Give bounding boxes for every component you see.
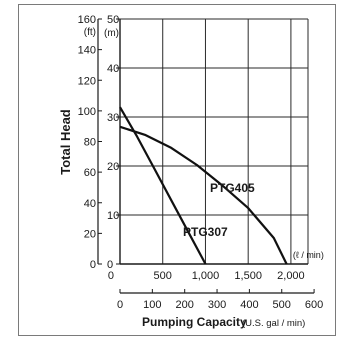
series-line-ptg405 <box>119 125 288 265</box>
x-axis-lmin-unit: (ℓ / min) <box>293 250 324 260</box>
y-tick-m-label: 0 <box>107 259 113 271</box>
y-tick-ft-label: 80 <box>84 137 96 149</box>
y-axis-m-unit: (m) <box>104 28 119 39</box>
x-tick-lmin-label: 1,500 <box>234 270 262 282</box>
x-tick-gal-label: 0 <box>117 299 123 311</box>
x-tick-gal-label: 400 <box>240 299 258 311</box>
x-tick-gal-label: 600 <box>305 299 323 311</box>
y-tick-ft-label: 120 <box>78 75 96 87</box>
x-tick-gal-label: 200 <box>176 299 194 311</box>
series-label-ptg307: PTG307 <box>183 225 228 239</box>
x-tick-gal-label: 500 <box>273 299 291 311</box>
y-tick-ft-label: 140 <box>78 45 96 57</box>
y-tick-ft-label: 100 <box>78 106 96 118</box>
y-tick-m-label: 10 <box>107 210 119 222</box>
y-tick-ft-label: 160 <box>78 14 96 26</box>
x-axis-title: Pumping Capacity <box>142 315 247 329</box>
x-tick-lmin-label: 2,000 <box>277 270 305 282</box>
series-label-ptg405: PTG405 <box>210 181 255 195</box>
y-tick-ft-label: 60 <box>84 167 96 179</box>
series-line-ptg307 <box>119 106 207 265</box>
y-axis-ft-unit: (ft) <box>84 27 96 38</box>
y-tick-ft-label: 40 <box>84 198 96 210</box>
x-tick-gal-label: 100 <box>143 299 161 311</box>
y-tick-ft-label: 0 <box>90 259 96 271</box>
y-axis-title: Total Head <box>58 109 73 175</box>
x-tick-lmin-label: 500 <box>154 270 172 282</box>
x-tick-lmin-label: 1,000 <box>192 270 220 282</box>
y-tick-m-label: 50 <box>107 14 119 26</box>
y-tick-m-label: 40 <box>107 63 119 75</box>
x-axis-gal-unit: (U.S. gal / min) <box>242 318 305 329</box>
y-tick-m-label: 20 <box>107 161 119 173</box>
y-tick-ft-label: 20 <box>84 228 96 240</box>
y-tick-m-label: 30 <box>107 112 119 124</box>
x-tick-lmin-label: 0 <box>108 270 114 282</box>
x-tick-gal-label: 300 <box>208 299 226 311</box>
chart-frame <box>18 4 336 336</box>
